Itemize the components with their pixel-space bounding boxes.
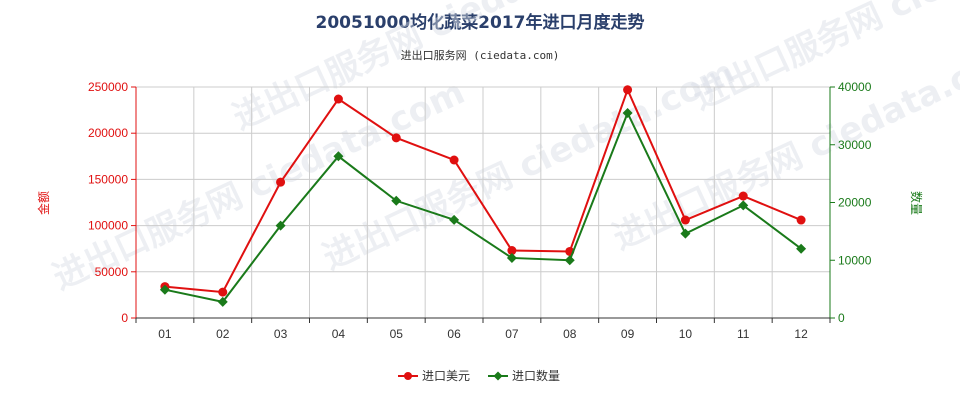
x-tick-label: 11 (737, 327, 750, 341)
watermark-text: 进出口服务网 ciedata.com (317, 52, 741, 278)
data-point (333, 151, 344, 162)
data-point (796, 215, 806, 225)
data-point (217, 296, 228, 307)
x-tick-label: 08 (563, 327, 577, 341)
x-tick-label: 10 (679, 327, 693, 341)
y-tick-label-right: 30000 (838, 138, 872, 152)
y-tick-label-right: 40000 (838, 80, 872, 94)
chart-title: 20051000均化蔬菜2017年进口月度走势 (315, 13, 645, 33)
chart-subtitle: 进出口服务网 (ciedata.com) (400, 49, 560, 62)
data-point (738, 191, 748, 201)
data-point (506, 252, 517, 263)
y-tick-label-right: 0 (838, 311, 845, 325)
x-tick-label: 12 (794, 327, 808, 341)
data-point (449, 214, 460, 225)
x-tick-label: 03 (274, 327, 288, 341)
data-point (449, 155, 459, 165)
axes: 0 50000 100000 150000 200000 250000 0 10000 2000… (36, 80, 924, 341)
y-tick-label-left: 250000 (88, 80, 128, 94)
y-axis-label-right: 数量 (909, 191, 924, 215)
x-tick-label: 09 (621, 327, 635, 341)
y-tick-label-left: 100000 (88, 219, 128, 233)
data-point (275, 220, 286, 231)
data-point (738, 200, 749, 211)
data-point (159, 284, 170, 295)
legend: 进口美元 进口数量 (398, 368, 560, 383)
legend-marker (404, 372, 412, 380)
y-tick-label-right: 10000 (838, 253, 872, 267)
series-line (164, 110, 802, 303)
legend-label: 进口美元 (422, 369, 470, 383)
x-tick-label: 07 (505, 327, 519, 341)
x-tick-label: 04 (332, 327, 346, 341)
legend-marker (493, 371, 503, 381)
data-point (680, 228, 691, 239)
x-tick-label: 01 (158, 327, 172, 341)
y-tick-label-left: 0 (121, 311, 128, 325)
data-point (796, 243, 807, 254)
data-point (333, 94, 343, 104)
y-axis-label-left: 金额 (36, 191, 51, 215)
data-point (680, 215, 690, 225)
data-point (507, 246, 517, 256)
y-tick-label-left: 50000 (95, 265, 129, 279)
data-point (391, 195, 402, 206)
data-point (623, 85, 633, 95)
data-point (391, 133, 401, 143)
x-tick-label: 06 (447, 327, 461, 341)
series-line (164, 87, 802, 294)
data-point (276, 177, 286, 187)
legend-label: 进口数量 (512, 368, 560, 383)
series-layer (159, 85, 807, 307)
y-tick-label-left: 200000 (88, 126, 128, 140)
x-tick-label: 02 (216, 327, 230, 341)
x-tick-label: 05 (390, 327, 404, 341)
data-point (218, 287, 228, 297)
data-point (564, 255, 575, 266)
y-tick-label-right: 20000 (838, 196, 872, 210)
data-point (622, 107, 633, 118)
y-tick-label-left: 150000 (88, 172, 128, 186)
